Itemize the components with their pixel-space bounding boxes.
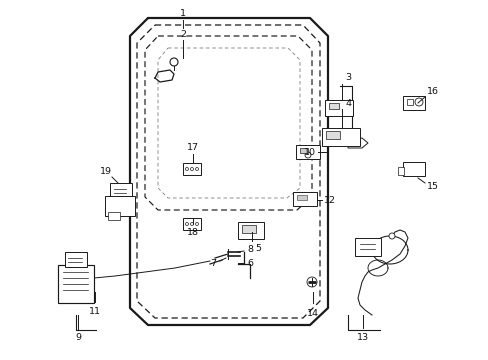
- Circle shape: [195, 167, 198, 171]
- Circle shape: [388, 233, 394, 239]
- Bar: [65, 252, 87, 267]
- Text: 17: 17: [186, 143, 199, 152]
- Circle shape: [185, 222, 188, 225]
- Text: 14: 14: [306, 309, 318, 318]
- Text: 10: 10: [304, 148, 315, 157]
- Bar: [183, 218, 201, 230]
- Text: 16: 16: [426, 86, 438, 95]
- Bar: [58, 265, 94, 303]
- Bar: [295, 145, 319, 159]
- Text: 5: 5: [254, 243, 261, 252]
- Circle shape: [190, 222, 193, 225]
- Bar: [242, 225, 256, 233]
- Text: 2: 2: [180, 30, 185, 39]
- Text: 13: 13: [356, 333, 368, 342]
- Text: 8: 8: [246, 244, 252, 253]
- Bar: [402, 162, 424, 176]
- Text: 19: 19: [100, 166, 112, 176]
- Bar: [292, 192, 316, 206]
- Bar: [354, 238, 380, 256]
- Circle shape: [305, 152, 310, 158]
- Bar: [110, 183, 132, 199]
- Bar: [325, 100, 352, 116]
- Text: 12: 12: [324, 195, 335, 204]
- Bar: [325, 131, 339, 139]
- Text: 6: 6: [246, 258, 252, 267]
- Bar: [328, 103, 338, 109]
- Bar: [296, 195, 306, 200]
- Bar: [402, 96, 424, 110]
- Text: 3: 3: [344, 72, 350, 81]
- Text: 7: 7: [209, 258, 216, 267]
- Circle shape: [414, 98, 422, 106]
- Bar: [299, 148, 307, 153]
- Text: 9: 9: [75, 333, 81, 342]
- Bar: [406, 99, 412, 105]
- Bar: [397, 167, 403, 175]
- Bar: [108, 212, 120, 220]
- Text: 18: 18: [186, 228, 199, 237]
- Circle shape: [190, 167, 193, 171]
- Text: 11: 11: [89, 306, 101, 315]
- Text: 4: 4: [345, 99, 350, 108]
- Bar: [183, 163, 201, 175]
- Circle shape: [195, 222, 198, 225]
- Bar: [105, 196, 135, 216]
- Circle shape: [306, 277, 316, 287]
- Bar: [238, 222, 264, 239]
- Circle shape: [170, 58, 178, 66]
- Bar: [321, 128, 359, 146]
- Text: 1: 1: [180, 9, 185, 18]
- Circle shape: [185, 167, 188, 171]
- Text: 15: 15: [426, 181, 438, 190]
